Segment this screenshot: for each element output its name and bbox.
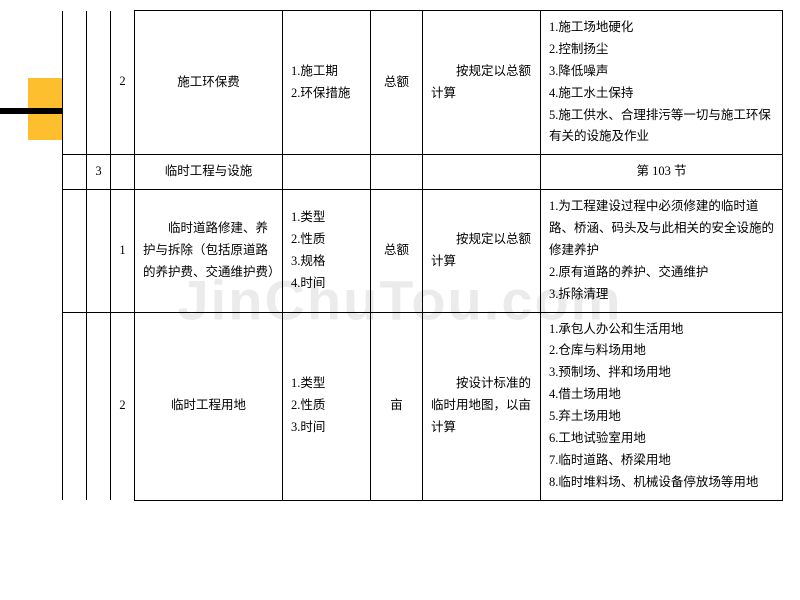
item-name: 临时工程用地 (135, 312, 283, 500)
item-name: 临时工程与设施 (135, 155, 283, 190)
calc-cell: 按设计标准的临时用地图，以亩计算 (423, 312, 541, 500)
item-name: 施工环保费 (135, 11, 283, 155)
notes-cell: 1.为工程建设过程中必须修建的临时道路、桥涵、码头及与此相关的安全设施的修建养护… (541, 190, 783, 312)
notes-cell: 1.承包人办公和生活用地2.仓库与料场用地3.预制场、拌和场用地4.借土场用地5… (541, 312, 783, 500)
table-row: 3 临时工程与设施 第 103 节 (63, 155, 783, 190)
item-name: 临时道路修建、养护与拆除（包括原道路的养护费、交通维护费） (135, 190, 283, 312)
table-row: 2施工环保费1.施工期2.环保措施总额 按规定以总额计算1.施工场地硬化2.控制… (63, 11, 783, 155)
index-cell (63, 190, 87, 312)
index-cell: 2 (111, 312, 135, 500)
index-cell (87, 312, 111, 500)
spec-cell: 1.类型2.性质3.规格4.时间 (283, 190, 371, 312)
index-cell: 3 (87, 155, 111, 190)
index-cell (111, 155, 135, 190)
spec-cell: 1.施工期2.环保措施 (283, 11, 371, 155)
unit-cell (371, 155, 423, 190)
calc-cell: 按规定以总额计算 (423, 11, 541, 155)
spec-table: 2施工环保费1.施工期2.环保措施总额 按规定以总额计算1.施工场地硬化2.控制… (62, 10, 783, 501)
index-cell: 1 (111, 190, 135, 312)
notes-cell: 1.施工场地硬化2.控制扬尘3.降低噪声4.施工水土保持5.施工供水、合理排污等… (541, 11, 783, 155)
table-row: 2临时工程用地1.类型2.性质3.时间亩 按设计标准的临时用地图，以亩计算1.承… (63, 312, 783, 500)
unit-cell: 亩 (371, 312, 423, 500)
spec-cell (283, 155, 371, 190)
index-cell (63, 155, 87, 190)
notes-cell: 第 103 节 (541, 155, 783, 190)
unit-cell: 总额 (371, 190, 423, 312)
index-cell (63, 11, 87, 155)
calc-cell (423, 155, 541, 190)
index-cell (87, 11, 111, 155)
table-row: 1 临时道路修建、养护与拆除（包括原道路的养护费、交通维护费）1.类型2.性质3… (63, 190, 783, 312)
spec-cell: 1.类型2.性质3.时间 (283, 312, 371, 500)
calc-cell: 按规定以总额计算 (423, 190, 541, 312)
index-cell: 2 (111, 11, 135, 155)
index-cell (87, 190, 111, 312)
unit-cell: 总额 (371, 11, 423, 155)
document-page: 2施工环保费1.施工期2.环保措施总额 按规定以总额计算1.施工场地硬化2.控制… (62, 10, 782, 501)
index-cell (63, 312, 87, 500)
